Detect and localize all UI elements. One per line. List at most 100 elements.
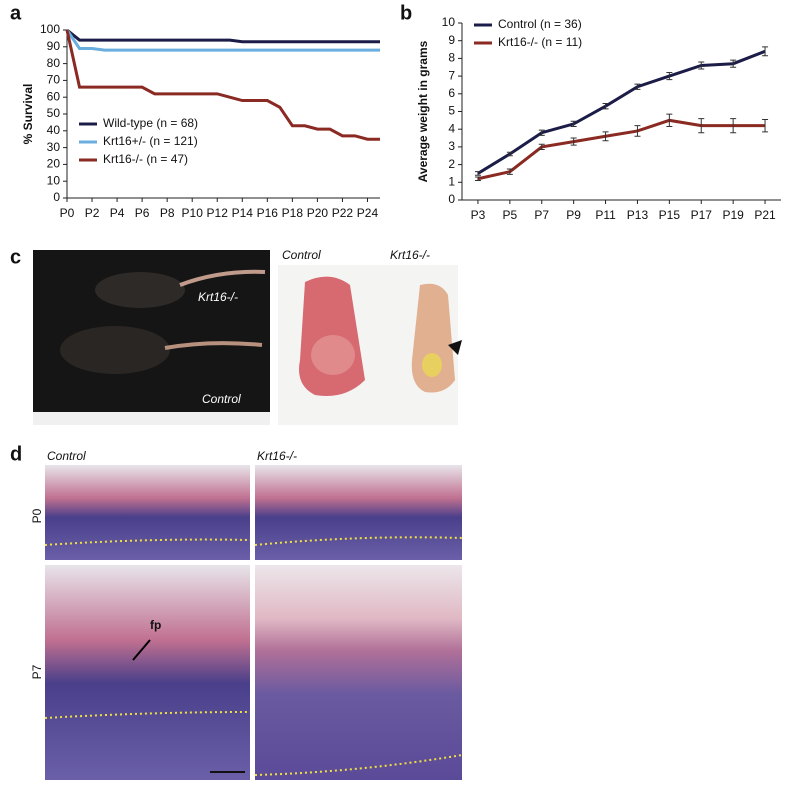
x-tick-label: P19 [722, 208, 744, 222]
x-tick-label: P7 [534, 208, 549, 222]
y-tick-label: 90 [47, 39, 61, 53]
x-tick-label: P6 [135, 206, 150, 220]
panel-label: b [400, 2, 412, 24]
error-bar [570, 120, 577, 128]
x-tick-label: P8 [160, 206, 175, 220]
y-tick-label: 60 [47, 89, 61, 103]
panel-label: a [10, 2, 22, 24]
x-tick-label: P9 [566, 208, 581, 222]
histology-image [255, 565, 462, 780]
y-axis-label: Average weight in grams [416, 40, 430, 182]
error-bar [538, 129, 545, 136]
histology-image [255, 465, 462, 560]
y-tick-label: 70 [47, 73, 61, 87]
error-bar [570, 137, 577, 146]
series-line [65, 29, 380, 52]
y-tick-label: 30 [47, 140, 61, 154]
error-bar [474, 171, 481, 176]
error-bar [506, 151, 513, 157]
photo-label: Control [282, 248, 321, 262]
error-bar [602, 103, 609, 110]
ruler [33, 412, 270, 425]
x-tick-label: P5 [503, 208, 518, 222]
y-tick-label: 40 [47, 123, 61, 137]
y-tick-label: 5 [448, 104, 455, 118]
row-label: P0 [30, 508, 44, 523]
y-tick-label: 50 [47, 106, 61, 120]
error-bar [474, 176, 481, 182]
error-bar [634, 125, 641, 137]
error-bar [666, 72, 673, 81]
y-tick-label: 10 [47, 173, 61, 187]
y-tick-label: 9 [448, 33, 455, 47]
error-bar [730, 59, 737, 68]
histology-image [45, 565, 250, 780]
error-bar [762, 46, 769, 57]
y-tick-label: 20 [47, 157, 61, 171]
error-bar [506, 168, 513, 175]
mouse [60, 326, 170, 374]
y-tick-label: 10 [442, 15, 456, 29]
photo-label: Control [202, 392, 241, 406]
y-tick-label: 7 [448, 68, 455, 82]
error-bar [698, 118, 705, 134]
panel-label: d [10, 443, 22, 465]
error-bar [602, 131, 609, 142]
y-tick-label: 6 [448, 86, 455, 100]
y-tick-label: 2 [448, 157, 455, 171]
annotation: fp [150, 618, 161, 632]
y-tick-label: 3 [448, 139, 455, 153]
y-tick-label: 0 [448, 192, 455, 206]
x-tick-label: P3 [471, 208, 486, 222]
y-tick-label: 1 [448, 174, 455, 188]
error-bar [762, 118, 769, 133]
pad [311, 335, 355, 375]
panel-label: c [10, 246, 21, 268]
legend-label: Krt16-/- (n = 47) [103, 152, 188, 166]
x-tick-label: P20 [307, 206, 329, 220]
x-tick-label: P10 [182, 206, 204, 220]
tail [179, 269, 266, 287]
photo-label: Krt16-/- [390, 248, 430, 262]
x-tick-label: P21 [754, 208, 776, 222]
x-tick-label: P11 [595, 208, 616, 222]
lesion [422, 353, 442, 377]
x-tick-label: P4 [110, 206, 125, 220]
x-tick-label: P13 [627, 208, 649, 222]
column-label: Control [47, 449, 86, 463]
x-tick-label: P24 [357, 206, 379, 220]
series-line [477, 49, 766, 175]
y-tick-label: 0 [53, 190, 60, 204]
x-tick-label: P18 [282, 206, 304, 220]
row-label: P7 [30, 664, 44, 679]
x-tick-label: P16 [257, 206, 279, 220]
tail [164, 341, 263, 350]
photo-label: Krt16-/- [198, 290, 238, 304]
mouse [95, 272, 185, 308]
legend-label: Wild-type (n = 68) [103, 116, 198, 130]
x-tick-label: P15 [659, 208, 681, 222]
series-line [477, 118, 766, 181]
arrowhead [448, 340, 462, 355]
error-bar [730, 118, 737, 134]
legend-label: Krt16+/- (n = 121) [103, 134, 198, 148]
y-tick-label: 8 [448, 51, 455, 65]
legend-label: Control (n = 36) [498, 17, 582, 31]
x-tick-label: P2 [85, 206, 100, 220]
series-line [65, 29, 380, 141]
y-tick-label: 4 [448, 121, 455, 135]
x-tick-label: P22 [332, 206, 354, 220]
y-tick-label: 100 [40, 22, 60, 36]
y-axis-label: % Survival [21, 84, 35, 145]
x-tick-label: P12 [207, 206, 229, 220]
error-bar [698, 61, 705, 70]
arrow [132, 639, 151, 661]
x-tick-label: P17 [691, 208, 713, 222]
histology-image [45, 465, 250, 560]
error-bar [666, 113, 673, 128]
series-line [66, 28, 380, 44]
x-tick-label: P0 [60, 206, 75, 220]
y-tick-label: 80 [47, 56, 61, 70]
column-label: Krt16-/- [257, 449, 297, 463]
legend-label: Krt16-/- (n = 11) [498, 35, 582, 49]
